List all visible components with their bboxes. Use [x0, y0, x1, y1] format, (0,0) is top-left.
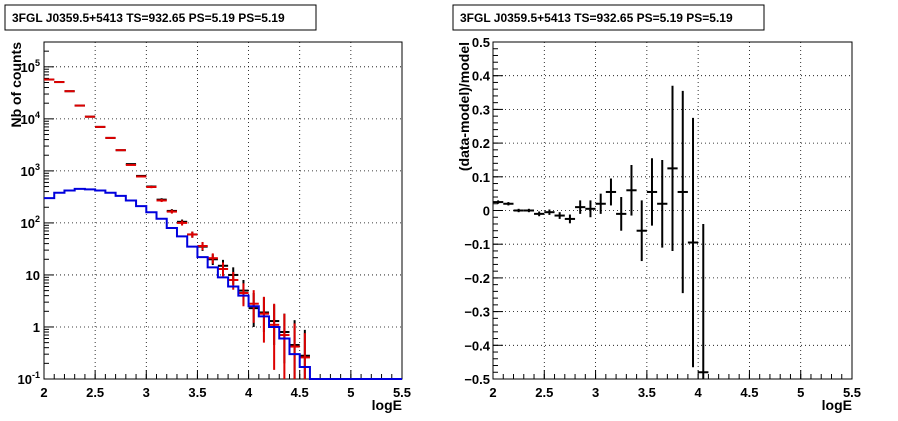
y-tick-label: −0.2	[464, 271, 490, 286]
y-tick-label: 10	[26, 268, 40, 283]
left-panel: 3FGL J0359.5+5413 TS=932.65 PS=5.19 PS=5…	[4, 4, 411, 413]
y-tick-label: 10-1	[18, 370, 40, 387]
x-tick-label: 2.5	[86, 385, 104, 400]
right-series	[493, 85, 709, 379]
right-panel: 3FGL J0359.5+5413 TS=932.65 PS=5.19 PS=5…	[452, 4, 861, 413]
y-tick-label: −0.5	[464, 372, 490, 387]
y-tick-label: 0.5	[472, 35, 490, 50]
right-grid	[493, 42, 852, 379]
x-tick-label: 3	[143, 385, 150, 400]
left-title-box	[4, 4, 317, 31]
x-tick-label: 3.5	[188, 385, 206, 400]
y-tick-label: 0	[483, 204, 490, 219]
x-tick-label: 4	[245, 385, 253, 400]
y-tick-label: 1	[33, 320, 40, 335]
right-title-box	[452, 4, 765, 31]
left-y-axis-label: Nb of counts	[8, 42, 24, 128]
y-tick-label: −0.4	[464, 338, 490, 353]
x-tick-label: 3	[592, 385, 599, 400]
x-tick-label: 5	[347, 385, 354, 400]
left-x-axis-label: logE	[372, 397, 402, 413]
right-axes: 2 2.5 3 3.5 4 4.5 5 5.5 −0.5 −0.4 −0.3 −0.2 −0.1 0 0.1…	[464, 35, 861, 400]
x-tick-label: 2	[40, 385, 47, 400]
x-tick-label: 2	[489, 385, 496, 400]
x-tick-label: 4.5	[740, 385, 758, 400]
y-tick-label: −0.3	[464, 305, 490, 320]
x-tick-label: 5	[797, 385, 804, 400]
y-tick-label: −0.1	[464, 237, 490, 252]
y-tick-label: 0.1	[472, 170, 490, 185]
y-tick-label: 102	[21, 214, 40, 231]
component-step-line	[44, 187, 402, 380]
right-chart-title: 3FGL J0359.5+5413 TS=932.65 PS=5.19 PS=5…	[460, 11, 733, 25]
y-tick-label: 0.3	[472, 102, 490, 117]
y-tick-label: 103	[21, 162, 40, 179]
left-grid	[44, 42, 402, 379]
right-y-axis-label: (data-model)/model	[456, 42, 472, 171]
x-tick-label: 3.5	[638, 385, 656, 400]
x-tick-label: 4	[695, 385, 703, 400]
left-plot-frame	[43, 41, 403, 380]
y-tick-label: 0.4	[472, 69, 491, 84]
right-x-axis-label: logE	[822, 397, 852, 413]
left-series	[44, 78, 402, 380]
y-tick-label: 0.2	[472, 136, 490, 151]
left-chart-title: 3FGL J0359.5+5413 TS=932.65 PS=5.19 PS=5…	[12, 11, 285, 25]
x-tick-label: 5.5	[843, 385, 861, 400]
x-tick-label: 4.5	[291, 385, 309, 400]
x-tick-label: 5.5	[393, 385, 411, 400]
x-tick-label: 2.5	[535, 385, 553, 400]
